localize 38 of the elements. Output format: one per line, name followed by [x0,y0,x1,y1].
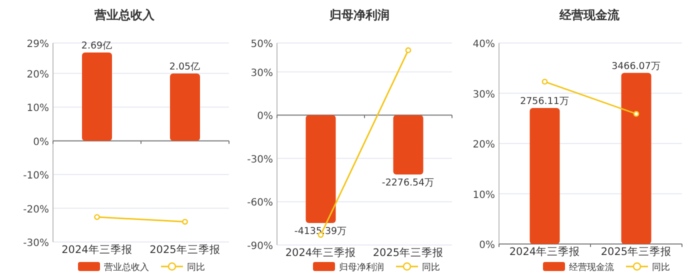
data-label: 2.69亿 [81,40,113,52]
y-tick-label: -90% [247,241,273,252]
y-tick-label: -10% [23,170,49,182]
chart-title: 归母净利润 [328,8,390,22]
y-tick-label: 50% [250,39,273,50]
chart-title: 营业总收入 [94,8,156,22]
y-tick-label: -30% [247,154,273,166]
y-tick-label: -20% [23,204,49,216]
y-tick-label: -30% [23,238,49,249]
x-tick-label: 2025年三季报 [372,246,444,259]
y-tick-label: 30% [250,68,273,79]
y-tick-label: 30% [472,89,495,100]
y-tick-label: 29% [26,39,49,50]
x-tick-label: 2024年三季报 [285,246,356,259]
y-tick-label: -60% [247,198,273,209]
x-tick-label: 2024年三季报 [62,243,132,256]
legend-label: 同比 [422,262,440,272]
y-tick-label: 0% [33,136,49,148]
y-tick-label: 20% [472,140,495,150]
data-label: 3466.07万 [612,60,661,72]
data-label: 2.05亿 [169,62,201,73]
x-tick-label: 2025年三季报 [150,243,220,256]
data-label: 2756.11万 [520,96,570,107]
y-tick-label: 0% [479,240,495,251]
y-tick-label: 10% [26,103,49,114]
y-tick-label: 0% [257,111,273,122]
y-tick-label: 10% [472,190,495,201]
x-tick-label: 2024年三季报 [509,245,580,258]
y-tick-label: 40% [472,39,495,50]
legend-label: 经营现金流 [569,262,614,272]
legend-label: 归母净利润 [339,262,384,272]
legend-label: 营业总收入 [104,262,149,272]
legend-label: 同比 [187,262,205,272]
x-tick-label: 2025年三季报 [600,245,672,258]
chart-title: 经营现金流 [558,8,620,22]
data-label: -2276.54万 [382,178,435,189]
legend-label: 同比 [652,262,670,272]
y-tick-label: 20% [26,69,49,80]
